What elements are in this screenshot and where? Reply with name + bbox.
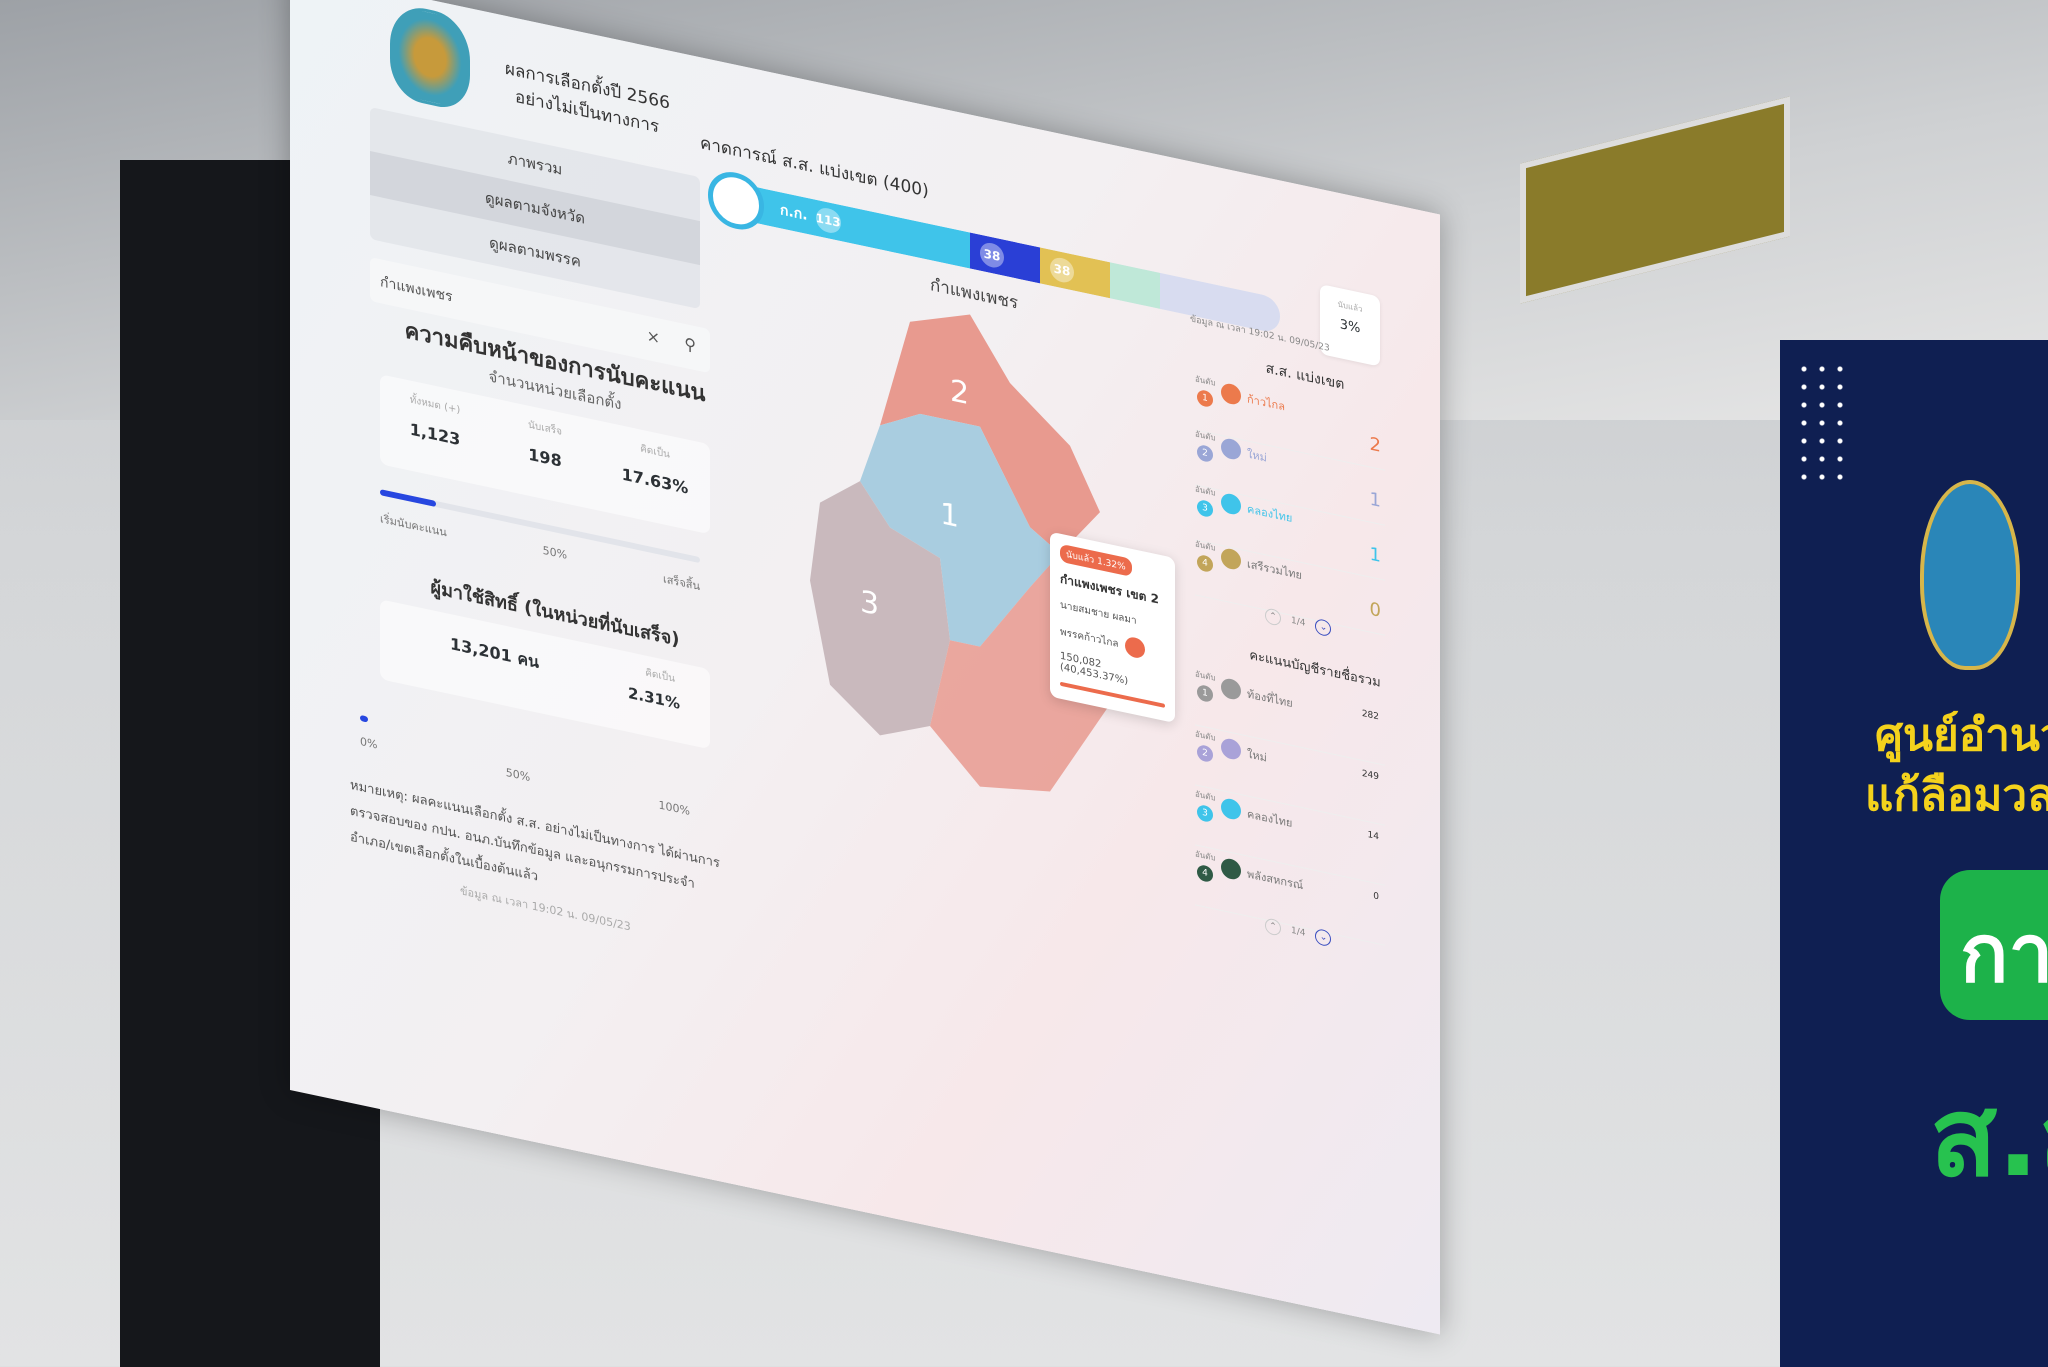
district-label-2: 2	[950, 374, 969, 413]
district-label-3: 3	[860, 584, 879, 623]
turnout-pct: 2.31%	[627, 683, 680, 713]
seat-count: 0	[1369, 598, 1381, 622]
pager-down-icon[interactable]: ⌄	[1315, 617, 1332, 638]
rank-number: 1	[1197, 388, 1213, 409]
pager-down-icon[interactable]: ⌄	[1315, 927, 1332, 948]
district-1-shape[interactable]	[860, 401, 1060, 664]
segment-value: 113	[815, 205, 841, 236]
tick-start: เริ่มนับคะแนน	[380, 512, 447, 540]
vote-count: 14	[1367, 830, 1379, 843]
display-screen: ผลการเลือกตั้งปี 2566 อย่างไม่เป็นทางการ…	[290, 0, 1440, 1335]
pager-label: 1/4	[1291, 615, 1306, 629]
search-icon[interactable]: ⚲	[684, 333, 696, 356]
party-logo-icon	[1221, 381, 1241, 407]
party-name: ก้าวไกล	[1247, 392, 1285, 414]
party-logo-icon	[1221, 491, 1241, 517]
rank-label: อันดับ	[1195, 374, 1216, 388]
rank-number: 4	[1197, 863, 1213, 884]
party-logo-icon	[1221, 436, 1241, 462]
district-tooltip: นับแล้ว 1.32% กำแพงเพชร เขต 2 นายสมชาย ผ…	[1050, 531, 1175, 724]
tick-mid: 50%	[542, 543, 568, 562]
turnout-pct-label: คิดเป็น	[645, 667, 675, 685]
vote-count: 282	[1361, 708, 1379, 723]
segment-4[interactable]	[1110, 262, 1160, 309]
rank-number: 4	[1197, 553, 1213, 574]
page-title: ผลการเลือกตั้งปี 2566 อย่างไม่เป็นทางการ	[505, 56, 670, 143]
rank-label: อันดับ	[1195, 849, 1216, 863]
pager-label: 1/4	[1291, 925, 1306, 939]
seat-count: 1	[1369, 488, 1381, 512]
clear-icon[interactable]: ×	[646, 325, 660, 348]
pager-up-icon[interactable]: ⌃	[1265, 917, 1281, 937]
seat-count: 2	[1369, 433, 1381, 457]
segment-value: 38	[980, 240, 1004, 270]
party-logo-icon	[1221, 546, 1241, 572]
party-logo-icon	[1221, 796, 1241, 822]
rank-number: 2	[1197, 443, 1213, 464]
stat-counted: นับเสร็จ 198	[490, 398, 600, 511]
party-name: ใหม่	[1247, 747, 1267, 765]
rank-number: 3	[1197, 803, 1213, 824]
vote-count: 249	[1361, 768, 1379, 783]
party-name: ท้องที่ไทย	[1247, 687, 1293, 711]
party-name: พลังสหกรณ์	[1247, 867, 1304, 893]
party-logo-icon	[1221, 736, 1241, 762]
party-name: คลองไทย	[1247, 502, 1293, 526]
progress-fill	[380, 489, 437, 508]
party-logo-icon	[708, 166, 764, 235]
party-name: เสรีรวมไทย	[1247, 557, 1302, 583]
district-2-shape[interactable]	[880, 295, 1100, 562]
ect-logo	[390, 1, 470, 114]
banner-pill: การ	[1940, 870, 2048, 1020]
pager-up-icon[interactable]: ⌃	[1265, 607, 1281, 627]
tick-100: 100%	[658, 798, 690, 819]
banner-line2: แก้ลือมวลชน	[1865, 770, 2048, 821]
rank-label: อันดับ	[1195, 669, 1216, 683]
rank-number: 3	[1197, 498, 1213, 519]
rank-number: 2	[1197, 743, 1213, 764]
party-logo-icon	[1221, 856, 1241, 882]
stat-percent: คิดเป็น 17.63%	[600, 421, 710, 534]
district-label-1: 1	[940, 496, 959, 535]
turnout-value: 13,201 คน	[450, 634, 539, 672]
rank-number: 1	[1197, 683, 1213, 704]
tooltip-party: พรรคก้าวไกล	[1060, 626, 1119, 651]
dot-pattern	[1795, 360, 1855, 480]
side-banner: ศูนย์อำนวย แก้ลือมวลชน การ ส.ส	[1780, 340, 2048, 1367]
turnout-fill	[360, 714, 368, 723]
vote-count: 0	[1373, 891, 1379, 903]
segment-value: 38	[1050, 255, 1074, 285]
party-name: คลองไทย	[1247, 807, 1293, 831]
banner-line1: ศูนย์อำนวย	[1875, 710, 2048, 761]
party-name: ใหม่	[1247, 447, 1267, 465]
banner-ss: ส.ส	[1930, 1073, 2048, 1201]
segment-2[interactable]: 38	[970, 232, 1040, 284]
rank-label: อันดับ	[1195, 789, 1216, 803]
tick-0: 0%	[360, 734, 378, 752]
rank-label: อันดับ	[1195, 729, 1216, 743]
segment-3[interactable]: 38	[1040, 247, 1110, 299]
party-logo-icon	[1221, 676, 1241, 702]
district-3-shape[interactable]	[810, 471, 950, 751]
party-logo-icon	[1124, 635, 1145, 660]
tick-end: เสร็จสิ้น	[662, 572, 700, 594]
tick-50: 50%	[505, 765, 531, 785]
stat-total: ทั้งหมด (+) 1,123	[380, 374, 490, 487]
search-value: กำแพงเพชร	[380, 274, 453, 306]
ect-logo	[1920, 480, 2020, 670]
seat-count: 1	[1369, 543, 1381, 567]
segment-label: ก.ก.	[780, 202, 808, 225]
